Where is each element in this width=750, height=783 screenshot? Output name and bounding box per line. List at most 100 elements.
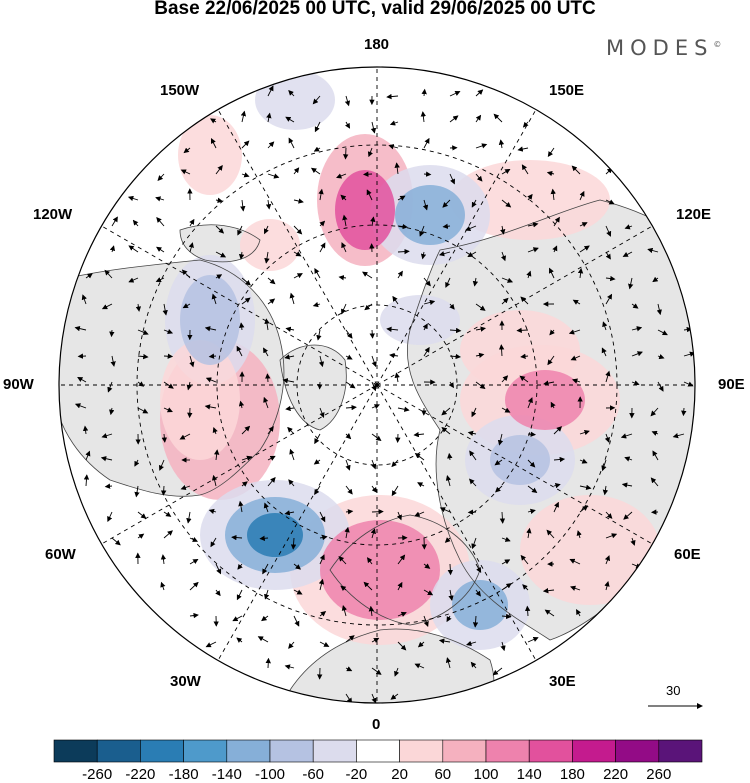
wind-vector — [472, 615, 479, 628]
wind-vector — [650, 407, 659, 417]
wind-vector — [77, 376, 87, 383]
wind-vector — [468, 478, 477, 487]
lon-label-150w: 150W — [160, 82, 200, 99]
wind-vector — [241, 455, 253, 461]
wind-vector — [465, 225, 477, 231]
wind-vector — [231, 534, 243, 541]
wind-vector — [264, 589, 270, 600]
wind-vector — [236, 637, 243, 643]
wind-vector — [493, 113, 503, 123]
wind-vector — [605, 533, 618, 539]
wind-vector — [501, 168, 511, 175]
wind-vector — [442, 223, 451, 229]
wind-vector — [104, 269, 113, 279]
wind-vector — [110, 355, 116, 367]
wind-vector — [391, 459, 399, 468]
wind-vector — [651, 430, 659, 436]
wind-vector — [397, 195, 406, 201]
wind-vector — [386, 93, 399, 100]
wind-vector — [547, 355, 555, 366]
wind-vector — [241, 425, 251, 435]
wind-vector — [397, 641, 407, 651]
wind-vector — [237, 225, 243, 236]
colorbar-swatch — [140, 739, 184, 763]
colorbar-swatch — [399, 739, 444, 763]
wind-vector — [386, 326, 399, 332]
wind-vector — [257, 636, 269, 643]
wind-vector — [423, 171, 432, 177]
wind-vector — [211, 293, 217, 305]
landmass-greenland — [280, 345, 347, 430]
coastlines — [59, 199, 695, 703]
wind-vector — [501, 375, 509, 383]
wind-vector — [576, 609, 582, 617]
wind-vector — [163, 511, 172, 517]
wind-vector — [604, 581, 610, 591]
wind-vector — [413, 431, 425, 438]
wind-vectors — [74, 85, 695, 703]
wind-vector — [215, 164, 223, 175]
wind-vector — [284, 664, 295, 670]
wind-vector — [397, 406, 410, 412]
wind-vector — [371, 693, 377, 703]
wind-vector — [631, 380, 640, 386]
wind-vector — [370, 121, 377, 134]
wind-vector — [605, 251, 611, 260]
wind-vector — [267, 141, 275, 149]
wind-vector — [572, 378, 581, 384]
wind-vector — [241, 277, 251, 286]
wind-vector — [471, 537, 477, 550]
wind-vector — [236, 589, 243, 601]
colorbar-swatch — [658, 739, 703, 763]
wind-vector — [391, 485, 399, 497]
wind-vector — [422, 323, 428, 331]
wind-vector — [85, 273, 93, 279]
colorbar-tick-label: -60 — [302, 766, 325, 783]
wind-vector — [422, 199, 429, 211]
wind-vector — [293, 563, 301, 570]
wind-vector — [543, 380, 555, 386]
wind-vector — [236, 345, 243, 357]
wind-vector — [552, 245, 558, 253]
wind-vector — [397, 554, 406, 565]
colorbar-tick-label: -100 — [254, 766, 286, 783]
wind-vector — [500, 251, 507, 262]
wind-vector — [241, 297, 251, 305]
wind-vector — [466, 640, 477, 647]
wind-vector — [215, 274, 223, 280]
wind-vector — [417, 641, 425, 648]
wind-vector — [548, 267, 555, 279]
wind-vector — [467, 509, 477, 515]
wind-vector — [469, 450, 477, 461]
wind-vector — [316, 329, 322, 341]
wind-vector — [160, 554, 167, 565]
wind-vector — [621, 482, 633, 488]
wind-vector — [388, 144, 399, 150]
meridian-line — [101, 225, 378, 386]
anomaly-region — [505, 370, 585, 430]
wind-vector — [579, 190, 585, 201]
wind-vector — [189, 558, 199, 565]
wind-vector — [345, 404, 357, 411]
colorbar-swatch — [572, 739, 616, 763]
wind-vector — [179, 433, 191, 440]
wind-vector — [101, 433, 113, 439]
colorbar-swatch — [53, 739, 98, 763]
wind-vector — [318, 355, 325, 368]
anomaly-region — [320, 520, 440, 620]
wind-vector — [338, 555, 347, 565]
wind-vector — [81, 294, 87, 305]
wind-vector — [241, 140, 250, 149]
wind-vector — [441, 407, 451, 416]
wind-vector — [128, 277, 139, 283]
wind-vector — [652, 276, 659, 283]
wind-vector — [526, 527, 532, 539]
wind-vector — [475, 381, 486, 390]
wind-vector — [494, 459, 503, 466]
wind-vector — [497, 433, 504, 446]
wind-vector — [287, 426, 295, 435]
wind-vector — [445, 277, 451, 288]
wind-vector — [240, 110, 247, 123]
wind-vector — [267, 425, 274, 435]
